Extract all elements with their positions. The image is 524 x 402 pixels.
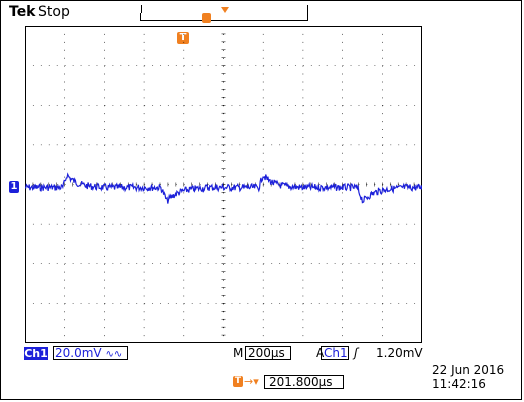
timebase-value[interactable]: 200µs: [248, 346, 285, 360]
trigger-level[interactable]: 1.20mV: [376, 346, 423, 360]
horizontal-position-value[interactable]: 201.800µs: [264, 375, 344, 389]
record-window-marker: [202, 13, 211, 23]
trigger-mode-label: A: [316, 346, 325, 360]
date-readout: 22 Jun 2016: [432, 363, 505, 377]
horizontal-position-icon: T: [233, 376, 243, 387]
timebase-mode-label: M: [233, 346, 244, 360]
ch1-badge[interactable]: Ch1: [24, 347, 48, 360]
time-readout: 11:42:16: [432, 377, 486, 391]
brand-logo: Tek: [9, 4, 36, 20]
record-length-bar: [140, 5, 308, 21]
ch1-vertical-scale: 20.0mV ∿∿: [55, 346, 122, 360]
ch1-ground-marker: 1: [9, 181, 19, 193]
ch1-scale-value: 20.0mV: [55, 346, 102, 360]
bandwidth-limit-icon: ∿∿: [105, 349, 123, 360]
timebase-box: [245, 346, 291, 360]
trigger-source-box: [321, 346, 349, 360]
trigger-source[interactable]: Ch1: [324, 346, 348, 360]
ch1-waveform-trace: [25, 172, 422, 204]
waveform-graticule: [25, 26, 422, 343]
trigger-position-marker: T: [177, 32, 189, 44]
ch1-scale-box: [53, 346, 128, 360]
horizontal-position-arrow-icon: →▾: [244, 375, 259, 388]
trigger-slope-icon: ʃ: [354, 346, 359, 360]
acquisition-state: Stop: [38, 4, 70, 20]
trigger-position-arrow-icon: [221, 7, 229, 13]
